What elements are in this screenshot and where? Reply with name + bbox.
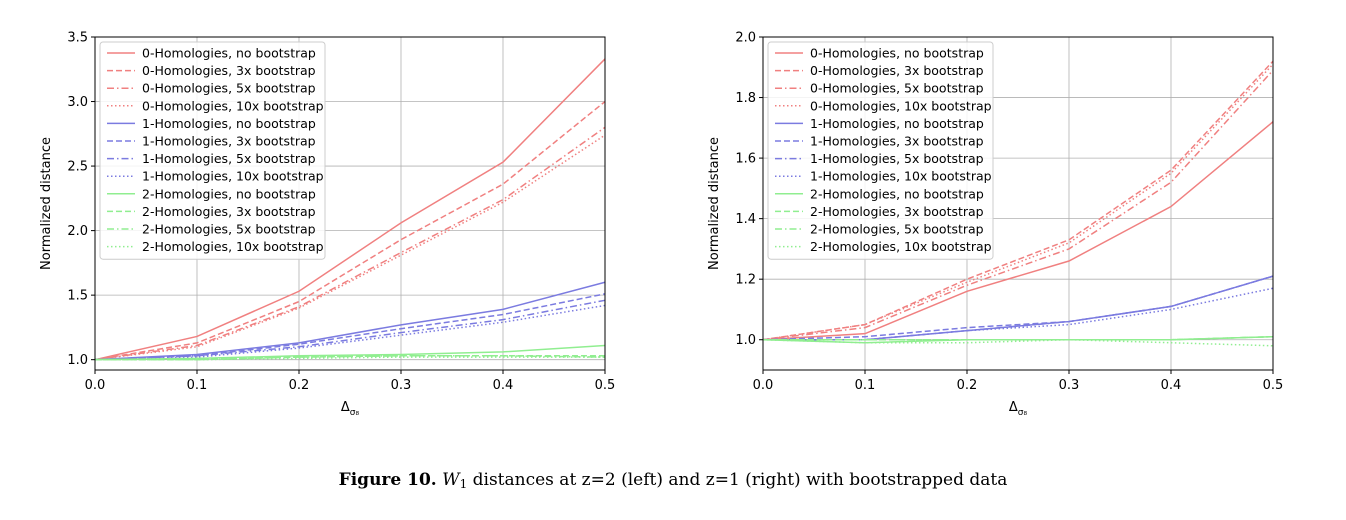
chart1-series-line-11 (95, 356, 605, 361)
chart2-xtick-label-0: 0.0 (753, 378, 774, 393)
chart2-x-axis-label-sub: σ₈ (1018, 408, 1028, 418)
chart1-legend-label-10: 2-Homologies, 5x bootstrap (142, 222, 316, 237)
chart1-ytick-label-2: 2.0 (67, 224, 88, 239)
chart2-ytick-label-4: 1.8 (735, 91, 756, 106)
figure-charts: 0.0 0.1 0.2 0.3 0.4 0.5 1.0 1.5 2.0 2.5 3.0 3.5 Δσ₈ N… (39, 31, 1283, 419)
chart2-legend-label-8: 2-Homologies, no bootstrap (810, 186, 984, 201)
chart1-series-line-5 (94, 293, 606, 361)
chart1-series-line-0 (94, 58, 606, 361)
chart1-legend-label-7: 1-Homologies, 10x bootstrap (142, 169, 324, 184)
chart1-x-axis-label-sub: σ₈ (350, 408, 360, 418)
chart1-series-line-8 (94, 344, 606, 361)
chart1-legend-label-1: 0-Homologies, 3x bootstrap (142, 63, 316, 78)
chart1-xtick-label-1: 0.1 (187, 378, 208, 393)
caption-symbol: W1 (442, 470, 468, 491)
chart1-series-line-1 (94, 100, 606, 361)
chart2-series-line-7 (763, 287, 1274, 341)
chart2-ytick-label-2: 1.4 (735, 212, 756, 227)
figure-caption: Figure 10. W1 distances at z=2 (left) an… (0, 470, 1346, 491)
chart2-legend-label-5: 1-Homologies, 3x bootstrap (810, 134, 984, 149)
chart2-ytick-label-5: 2.0 (735, 31, 756, 46)
chart1-ytick-label-1: 1.5 (67, 289, 88, 304)
chart2-legend-label-6: 1-Homologies, 5x bootstrap (810, 151, 984, 166)
chart2-legend-label-1: 0-Homologies, 3x bootstrap (810, 63, 984, 78)
chart1-ytick-label-5: 3.5 (67, 31, 88, 46)
chart2-x-axis-label: Δσ₈ (1009, 400, 1028, 418)
chart2-xtick-label-5: 0.5 (1263, 378, 1284, 393)
chart1-y-axis-label: Normalized distance (39, 137, 54, 270)
chart-left-z2: 0.0 0.1 0.2 0.3 0.4 0.5 1.0 1.5 2.0 2.5 3.0 3.5 Δσ₈ N… (39, 31, 615, 419)
chart2-legend-label-2: 0-Homologies, 5x bootstrap (810, 81, 984, 96)
chart1-legend-label-6: 1-Homologies, 5x bootstrap (142, 151, 316, 166)
caption-text: distances at z=2 (left) and z=1 (right) … (467, 470, 1008, 490)
chart1-series-line-4 (94, 281, 606, 361)
chart1-legend-label-2: 0-Homologies, 5x bootstrap (142, 81, 316, 96)
chart2-ytick-label-0: 1.0 (735, 333, 756, 348)
chart2-series-line-11 (762, 338, 1274, 347)
chart1-legend-label-8: 2-Homologies, no bootstrap (142, 186, 316, 201)
chart1-legend-label-0: 0-Homologies, no bootstrap (142, 46, 316, 61)
chart2-xtick-label-3: 0.3 (1059, 378, 1080, 393)
chart1-xtick-label-2: 0.2 (289, 378, 310, 393)
chart2-series-line-10 (763, 335, 1274, 341)
chart2-xtick-label-1: 0.1 (855, 378, 876, 393)
chart2-xtick-label-4: 0.4 (1161, 378, 1182, 393)
chart-right-z1: 0.0 0.1 0.2 0.3 0.4 0.5 1.0 1.2 1.4 1.6 1.8 2.0 Δσ₈ N… (707, 31, 1283, 419)
chart2-legend-label-10: 2-Homologies, 5x bootstrap (810, 222, 984, 237)
chart2-legend-label-11: 2-Homologies, 10x bootstrap (810, 239, 992, 254)
chart1-xtick-label-0: 0.0 (85, 378, 106, 393)
chart1-legend-label-3: 0-Homologies, 10x bootstrap (142, 98, 324, 113)
chart2-series-line-2 (762, 69, 1274, 341)
chart1-series-line-7 (94, 304, 606, 361)
chart2-series-line-3 (762, 63, 1274, 341)
chart1-series-line-3 (94, 134, 606, 361)
chart1-xtick-label-4: 0.4 (493, 378, 514, 393)
figure-label: Figure 10. (338, 470, 437, 490)
caption-subscript: 1 (459, 477, 468, 491)
chart1-x-axis-label: Δσ₈ (341, 400, 360, 418)
chart2-xtick-label-2: 0.2 (957, 378, 978, 393)
chart1-axes-frame (94, 36, 606, 371)
chart2-legend-label-0: 0-Homologies, no bootstrap (810, 46, 984, 61)
chart2-axes-frame (762, 36, 1274, 371)
chart1-ytick-label-4: 3.0 (67, 95, 88, 110)
chart1-legend-label-9: 2-Homologies, 3x bootstrap (142, 204, 316, 219)
chart2-series-line-5 (762, 275, 1274, 341)
chart1-ytick-label-0: 1.0 (67, 353, 88, 368)
chart1-ytick-label-3: 2.5 (67, 160, 88, 175)
chart1-legend-label-11: 2-Homologies, 10x bootstrap (142, 239, 324, 254)
chart2-legend-label-9: 2-Homologies, 3x bootstrap (810, 204, 984, 219)
chart1-legend-box (99, 41, 326, 260)
chart1-xtick-label-5: 0.5 (595, 378, 616, 393)
chart2-legend-label-4: 1-Homologies, no bootstrap (810, 116, 984, 131)
chart1-series-line-10 (95, 355, 606, 361)
chart1-legend-label-4: 1-Homologies, no bootstrap (142, 116, 316, 131)
chart2-y-axis-label: Normalized distance (707, 137, 722, 270)
chart2-series-line-0 (762, 121, 1274, 341)
chart2-ytick-label-3: 1.6 (735, 152, 756, 167)
chart1-legend-label-5: 1-Homologies, 3x bootstrap (142, 134, 316, 149)
chart2-ytick-label-1: 1.2 (735, 273, 756, 288)
chart2-series-line-1 (762, 60, 1274, 341)
chart2-legend-box (767, 41, 994, 260)
chart2-legend-label-3: 0-Homologies, 10x bootstrap (810, 98, 992, 113)
chart2-legend-label-7: 1-Homologies, 10x bootstrap (810, 169, 992, 184)
chart1-xtick-label-3: 0.3 (391, 378, 412, 393)
